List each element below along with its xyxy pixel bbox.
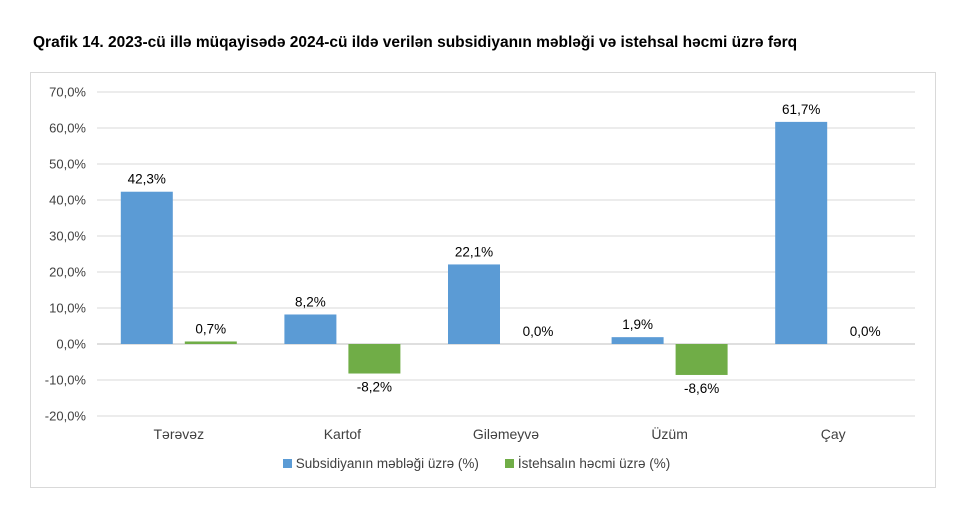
y-tick-label: 0,0%: [56, 337, 86, 352]
y-tick-label: 50,0%: [49, 157, 86, 172]
legend-label-subsidy: Subsidiyanın məbləği üzrə (%): [295, 456, 479, 471]
legend-swatch-production: [504, 459, 514, 468]
data-label: 0,0%: [850, 324, 881, 339]
data-label: 0,0%: [523, 324, 554, 339]
chart-legend: Subsidiyanın məbləği üzrə (%) İstehsalın…: [0, 456, 953, 471]
bar: [284, 314, 337, 344]
data-label: 1,9%: [622, 317, 653, 332]
data-label: -8,6%: [684, 381, 719, 396]
y-tick-label: 10,0%: [49, 301, 86, 316]
legend-item-subsidy: Subsidiyanın məbləği üzrə (%): [282, 456, 479, 471]
bar: [775, 121, 828, 344]
y-tick-label: -10,0%: [45, 373, 87, 388]
bar: [448, 264, 500, 344]
y-tick-label: 70,0%: [49, 85, 86, 100]
y-tick-label: 60,0%: [49, 121, 86, 136]
x-category-label: Üzüm: [651, 425, 688, 442]
bar: [675, 344, 728, 375]
y-tick-label: -20,0%: [45, 409, 87, 424]
bar: [120, 191, 173, 344]
x-category-label: Giləmeyvə: [473, 426, 539, 442]
x-category-label: Çay: [821, 426, 846, 442]
data-label: 22,1%: [455, 244, 493, 259]
legend-label-production: İstehsalın həcmi üzrə (%): [517, 456, 671, 471]
data-label: 0,7%: [195, 321, 226, 336]
chart-frame: [30, 72, 936, 488]
y-tick-label: 30,0%: [49, 229, 86, 244]
x-category-label: Tərəvəz: [154, 426, 205, 442]
legend-item-production: İstehsalın həcmi üzrə (%): [504, 456, 671, 471]
y-tick-label: 40,0%: [49, 193, 86, 208]
data-label: -8,2%: [357, 380, 392, 395]
legend-swatch-subsidy: [282, 459, 292, 468]
data-label: 61,7%: [782, 102, 820, 117]
page-title: Qrafik 14. 2023-cü illə müqayisədə 2024-…: [33, 34, 798, 51]
bar: [348, 344, 401, 374]
data-label: 42,3%: [128, 172, 166, 187]
bar: [184, 341, 237, 344]
x-category-label: Kartof: [324, 426, 361, 442]
y-tick-label: 20,0%: [49, 265, 86, 280]
data-label: 8,2%: [295, 294, 326, 309]
bar: [611, 337, 664, 344]
